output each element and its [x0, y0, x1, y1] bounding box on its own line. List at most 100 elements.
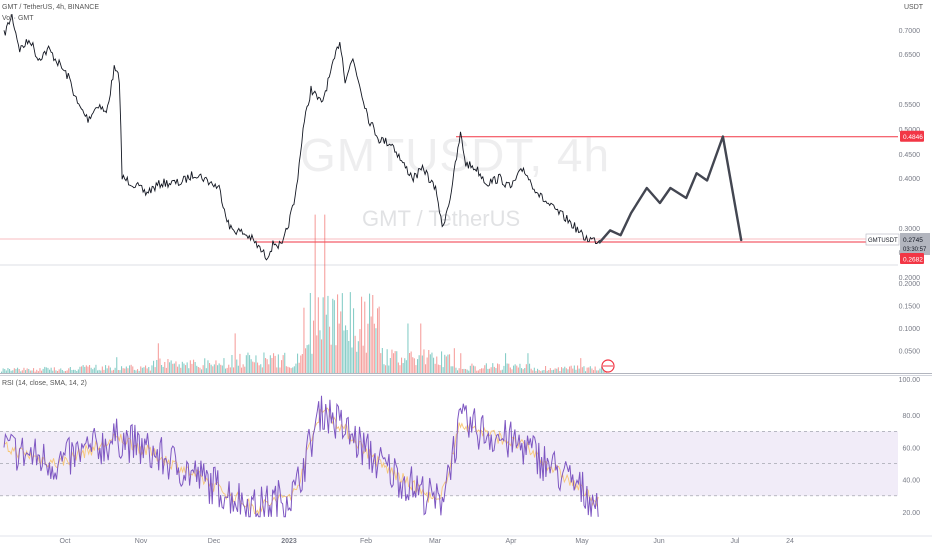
volume-bar	[172, 363, 174, 373]
volume-bar	[68, 368, 70, 373]
volume-bar	[185, 365, 187, 373]
volume-bar	[381, 348, 383, 373]
volume-bar	[265, 358, 267, 373]
volume-bar	[60, 368, 62, 373]
volume-bar	[525, 364, 527, 373]
volume-bar	[340, 311, 342, 373]
volume-bar	[447, 354, 449, 373]
volume-bar	[244, 366, 246, 373]
volume-bar	[53, 367, 55, 373]
time-tick-label: Apr	[506, 538, 518, 545]
volume-bar	[93, 367, 95, 373]
price-tick-label: 0.5000	[899, 127, 921, 134]
volume-bar	[266, 359, 268, 373]
volume-bar	[365, 352, 367, 373]
volume-bar	[234, 333, 236, 373]
volume-bar	[255, 355, 257, 373]
volume-bar	[423, 349, 425, 373]
volume-legend[interactable]: Vol · GMT	[2, 15, 34, 22]
volume-bar	[114, 367, 116, 373]
volume-bar	[228, 364, 230, 373]
volume-bar	[495, 368, 497, 373]
volume-bar	[81, 366, 83, 373]
volume-bar	[108, 365, 110, 373]
countdown-badge: 03:30:57	[903, 247, 927, 253]
volume-bar	[66, 370, 68, 373]
volume-bar	[210, 364, 212, 373]
volume-bar	[421, 355, 423, 373]
volume-bar	[594, 366, 596, 373]
volume-bar	[300, 355, 302, 373]
volume-bar	[29, 370, 31, 373]
volume-bar	[15, 368, 17, 373]
volume-bar	[364, 301, 366, 373]
support-badge: 0.2682	[903, 257, 923, 264]
price-tick-label: 0.5500	[899, 102, 921, 109]
volume-bar	[257, 362, 259, 373]
price-tick-label: 0.2000	[899, 275, 921, 282]
volume-bar	[69, 367, 71, 373]
volume-bar	[325, 314, 327, 373]
volume-bar	[153, 360, 155, 373]
volume-bar	[137, 369, 139, 373]
time-tick-label: 24	[786, 538, 794, 545]
time-tick-label: Mar	[429, 538, 442, 545]
volume-bar	[458, 368, 460, 373]
volume-bar	[554, 368, 556, 373]
volume-bar	[370, 316, 372, 373]
volume-bar	[436, 356, 438, 373]
symbol-title[interactable]: GMT / TetherUS, 4h, BINANCE	[2, 4, 99, 11]
volume-bar	[410, 351, 412, 373]
volume-bar	[581, 367, 583, 373]
volume-bar	[239, 353, 241, 373]
volume-bar	[199, 367, 201, 373]
volume-bar	[170, 360, 172, 373]
rsi-legend[interactable]: RSI (14, close, SMA, 14, 2)	[2, 380, 87, 387]
volume-bar	[383, 364, 385, 373]
volume-bar	[225, 368, 227, 373]
volume-bar	[317, 297, 319, 373]
volume-bar	[58, 369, 60, 373]
volume-bar	[345, 325, 347, 373]
volume-bar	[585, 371, 587, 373]
volume-bar	[516, 365, 518, 373]
volume-bar	[573, 365, 575, 373]
volume-bar	[84, 366, 86, 373]
volume-bar	[428, 350, 430, 373]
volume-bar	[559, 371, 561, 373]
volume-bar	[333, 300, 335, 373]
volume-tick-label: 0.0500	[899, 349, 921, 356]
volume-bar	[357, 341, 359, 373]
volume-bar	[242, 364, 244, 373]
volume-bar	[588, 367, 590, 373]
volume-bar	[301, 354, 303, 373]
volume-bar	[65, 371, 67, 373]
volume-bar	[541, 370, 543, 373]
volume-bar	[540, 371, 542, 373]
volume-bar	[245, 355, 247, 373]
volume-bar	[7, 368, 9, 373]
volume-bar	[273, 353, 275, 373]
volume-bar	[285, 366, 287, 373]
volume-bar	[402, 363, 404, 373]
volume-bar	[178, 364, 180, 373]
volume-bar	[191, 363, 193, 373]
resistance-badge-bg	[900, 130, 924, 142]
price-series	[3, 13, 600, 261]
volume-bar	[322, 297, 324, 373]
time-tick-label: Jul	[731, 538, 740, 545]
volume-bar	[551, 370, 553, 373]
volume-bar	[194, 362, 196, 373]
rsi-tick-label: 40.00	[902, 478, 920, 485]
volume-bar	[449, 354, 451, 373]
price-badges: 0.4846 GMTUSDT 0.2745 03:30:57 0.2682	[601, 130, 930, 373]
volume-bar	[380, 353, 382, 373]
volume-bar	[130, 364, 132, 373]
volume-bar	[452, 366, 454, 373]
volume-bar	[367, 323, 369, 373]
volume-bar	[282, 355, 284, 373]
volume-bar	[569, 366, 571, 373]
volume-bar	[601, 366, 603, 373]
volume-bar	[444, 354, 446, 373]
volume-bar	[369, 293, 371, 373]
